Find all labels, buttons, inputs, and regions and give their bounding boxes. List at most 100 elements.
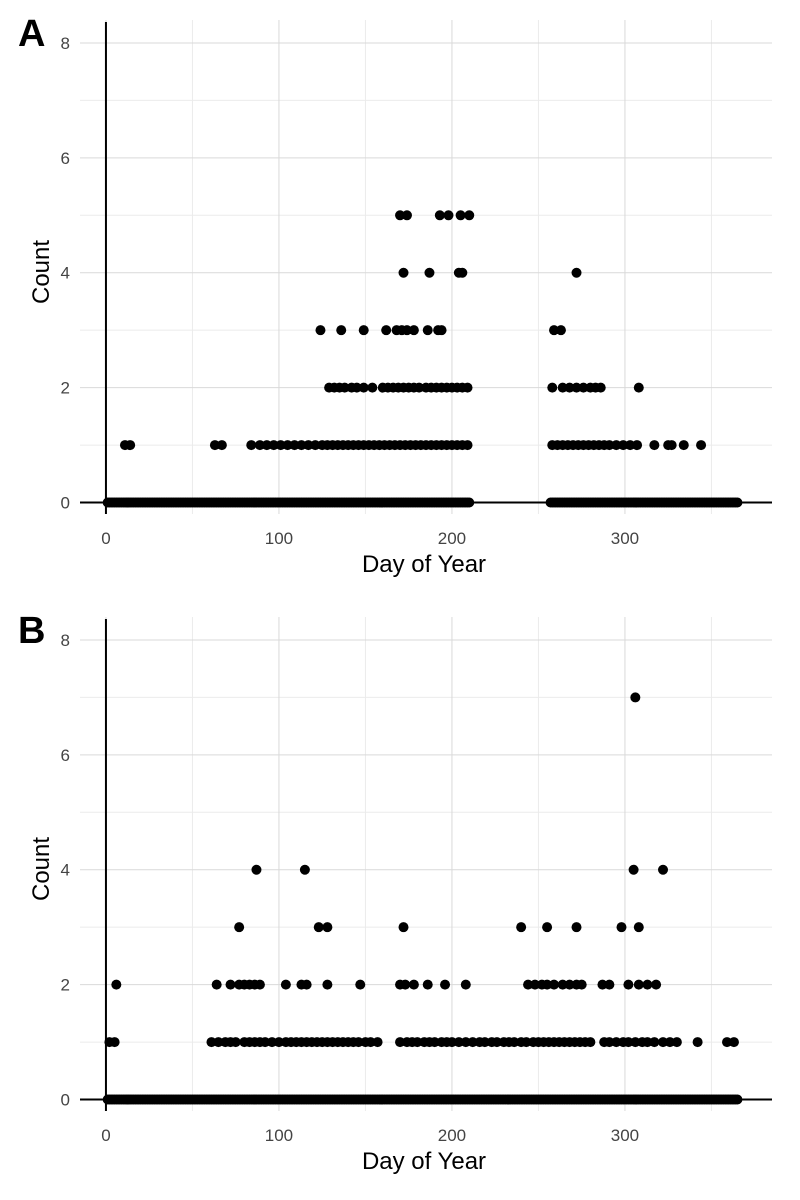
- data-point: [547, 382, 558, 393]
- data-point: [604, 979, 615, 990]
- data-point: [678, 440, 689, 451]
- plot-area-b: 0 100 200 300 0 2 4 6 8: [61, 617, 772, 1145]
- data-point: [301, 979, 312, 990]
- data-point: [557, 979, 568, 990]
- y-tick-label: 2: [61, 379, 70, 398]
- data-point: [509, 1037, 520, 1048]
- data-point: [315, 325, 326, 336]
- data-point: [666, 440, 677, 451]
- data-point: [529, 979, 540, 990]
- data-point: [401, 210, 412, 221]
- data-point: [322, 922, 333, 933]
- data-point: [455, 210, 466, 221]
- data-point: [260, 1037, 271, 1048]
- data-point: [464, 497, 475, 508]
- data-point: [604, 1037, 615, 1048]
- data-point: [611, 440, 622, 451]
- data-point: [578, 382, 589, 393]
- panel-a: A 0 100 200 300 0 2 4 6 8 Day of Year Count: [18, 13, 772, 578]
- data-point: [303, 440, 314, 451]
- y-tick-label: 4: [61, 264, 70, 283]
- y-tick-label: 4: [61, 861, 70, 880]
- data-point: [571, 267, 582, 278]
- data-point: [728, 1037, 739, 1048]
- data-point: [372, 1037, 383, 1048]
- x-tick-label: 200: [438, 529, 466, 548]
- data-point: [398, 922, 409, 933]
- data-point: [664, 1037, 675, 1048]
- data-point: [555, 325, 566, 336]
- y-tick-label: 8: [61, 34, 70, 53]
- data-point: [422, 325, 433, 336]
- x-tick-label: 100: [265, 1126, 293, 1145]
- data-point: [230, 1037, 241, 1048]
- data-point: [358, 382, 369, 393]
- data-point: [460, 979, 471, 990]
- data-point: [557, 382, 568, 393]
- y-axis-title-a: Count: [28, 240, 55, 304]
- data-point: [576, 979, 587, 990]
- data-point: [254, 440, 265, 451]
- data-point: [460, 1037, 471, 1048]
- data-point: [595, 382, 606, 393]
- data-point: [395, 210, 406, 221]
- data-point: [597, 979, 608, 990]
- x-tick-label: 300: [611, 529, 639, 548]
- data-point: [213, 1037, 224, 1048]
- data-point: [585, 1037, 596, 1048]
- plot-area-a: 0 100 200 300 0 2 4 6 8: [61, 20, 772, 548]
- data-point: [542, 922, 553, 933]
- data-point: [254, 979, 265, 990]
- data-point: [234, 922, 245, 933]
- data-point: [516, 922, 527, 933]
- data-point: [429, 1037, 440, 1048]
- data-point: [206, 1037, 217, 1048]
- data-point: [299, 864, 310, 875]
- data-point: [642, 979, 653, 990]
- data-point: [633, 922, 644, 933]
- data-point: [611, 1037, 622, 1048]
- data-point: [358, 325, 369, 336]
- data-point: [521, 1037, 532, 1048]
- data-point: [564, 979, 575, 990]
- data-point: [696, 440, 707, 451]
- data-point: [225, 979, 236, 990]
- data-point: [658, 864, 669, 875]
- data-point: [414, 382, 425, 393]
- data-point: [633, 979, 644, 990]
- data-point: [436, 325, 447, 336]
- data-point: [618, 440, 629, 451]
- data-point: [353, 1037, 364, 1048]
- data-point: [623, 979, 634, 990]
- data-point: [434, 210, 445, 221]
- data-point: [273, 1037, 284, 1048]
- data-point: [440, 979, 451, 990]
- y-axis-title-b: Count: [28, 837, 55, 901]
- data-point: [549, 325, 560, 336]
- data-point: [523, 979, 534, 990]
- y-tick-label: 6: [61, 149, 70, 168]
- data-point: [462, 440, 473, 451]
- data-point: [275, 440, 286, 451]
- data-point: [412, 1037, 423, 1048]
- data-point: [282, 440, 293, 451]
- data-point: [651, 979, 662, 990]
- data-point: [267, 1037, 278, 1048]
- data-point: [479, 1037, 490, 1048]
- data-point: [549, 979, 560, 990]
- y-tick-label: 0: [61, 494, 70, 513]
- panel-b: B 0 100 200 300 0 2 4 6 8 Day of Year Count: [18, 610, 772, 1175]
- data-point: [367, 382, 378, 393]
- data-point: [632, 440, 643, 451]
- y-tick-label: 2: [61, 976, 70, 995]
- data-point: [365, 1037, 376, 1048]
- data-point: [339, 382, 350, 393]
- x-axis-title-b: Day of Year: [362, 1148, 486, 1175]
- data-point: [457, 267, 468, 278]
- data-point: [446, 1037, 457, 1048]
- x-tick-label: 300: [611, 1126, 639, 1145]
- data-point: [296, 440, 307, 451]
- y-tick-label: 6: [61, 746, 70, 765]
- data-point: [355, 979, 366, 990]
